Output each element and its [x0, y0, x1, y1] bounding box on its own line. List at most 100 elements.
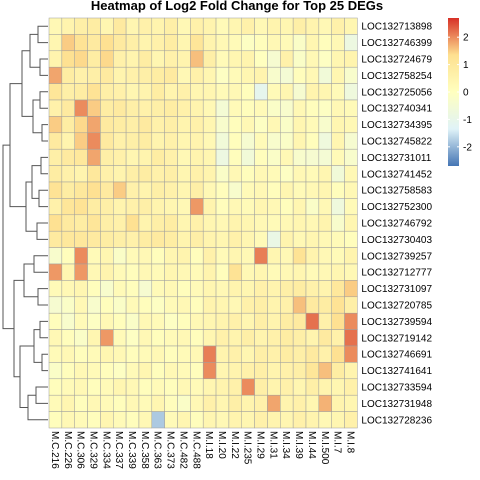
- heatmap-cell: [280, 312, 294, 330]
- heatmap-cell: [48, 378, 63, 396]
- heatmap-cell: [177, 312, 191, 330]
- heatmap-cell: [305, 247, 320, 265]
- row-label: LOC132746691: [361, 350, 432, 361]
- heatmap-cell: [254, 198, 268, 216]
- heatmap-cell: [190, 83, 204, 101]
- heatmap-cell: [177, 263, 191, 281]
- dendrogram-branch: [38, 189, 48, 208]
- heatmap-cell: [61, 280, 75, 298]
- heatmap-cell: [125, 34, 140, 52]
- heatmap-cell: [344, 198, 358, 216]
- heatmap-cell: [228, 116, 242, 134]
- heatmap-cell: [113, 132, 127, 150]
- color-legend: 2 1 0 -1 -2: [448, 18, 472, 166]
- column-label: M.I.44: [306, 431, 317, 459]
- heatmap-cell: [74, 329, 88, 347]
- heatmap-cell: [292, 148, 307, 166]
- heatmap-cell: [48, 34, 63, 52]
- column-label: M.I.7: [332, 431, 343, 454]
- heatmap-cell: [202, 411, 217, 429]
- heatmap-cell: [344, 329, 358, 347]
- heatmap-cell: [74, 132, 88, 150]
- heatmap-cell: [254, 34, 268, 52]
- heatmap-cell: [292, 345, 307, 363]
- row-label: LOC132739594: [361, 317, 432, 328]
- heatmap-cell: [331, 312, 345, 330]
- heatmap-cell: [190, 181, 204, 199]
- heatmap-cell: [318, 263, 332, 281]
- column-label: M.C.358: [139, 431, 150, 469]
- row-label: LOC132734395: [361, 120, 432, 131]
- heatmap-cell: [190, 329, 204, 347]
- heatmap-cell: [48, 329, 63, 347]
- heatmap-cell: [177, 296, 191, 314]
- heatmap-cell: [125, 99, 140, 117]
- heatmap-cell: [113, 230, 127, 248]
- heatmap-cell: [74, 214, 88, 232]
- heatmap-cell: [318, 181, 332, 199]
- heatmap-cell: [344, 280, 358, 298]
- heatmap-cell: [48, 83, 63, 101]
- heatmap-cell: [344, 99, 358, 117]
- heatmap-cell: [280, 362, 294, 380]
- heatmap-cell: [202, 345, 217, 363]
- heatmap-cell: [228, 263, 242, 281]
- heatmap-cell: [305, 17, 320, 35]
- heatmap-cell: [48, 99, 63, 117]
- heatmap-cell: [215, 394, 230, 412]
- heatmap-cell: [241, 214, 255, 232]
- heatmap-cell: [331, 181, 345, 199]
- heatmap-cell: [190, 378, 204, 396]
- heatmap-cell: [344, 263, 358, 281]
- heatmap-cell: [87, 345, 101, 363]
- heatmap-cell: [241, 312, 255, 330]
- heatmap-cell: [125, 83, 140, 101]
- heatmap-cell: [48, 411, 63, 429]
- heatmap-cell: [254, 230, 268, 248]
- heatmap-cell: [177, 280, 191, 298]
- heatmap-cell: [254, 83, 268, 101]
- heatmap-cell: [331, 329, 345, 347]
- heatmap-cell: [138, 329, 153, 347]
- heatmap-cell: [280, 132, 294, 150]
- heatmap-cell: [125, 362, 140, 380]
- heatmap-cell: [280, 83, 294, 101]
- heatmap-cell: [228, 329, 242, 347]
- heatmap-cell: [61, 329, 75, 347]
- heatmap-cell: [241, 394, 255, 412]
- heatmap-cell: [190, 132, 204, 150]
- heatmap-cell: [344, 230, 358, 248]
- heatmap-cell: [125, 116, 140, 134]
- heatmap-cell: [87, 214, 101, 232]
- heatmap-cell: [241, 263, 255, 281]
- heatmap-cell: [138, 50, 153, 68]
- heatmap-cell: [228, 132, 242, 150]
- heatmap-cell: [215, 148, 230, 166]
- heatmap-cell: [228, 394, 242, 412]
- heatmap-cell: [215, 66, 230, 84]
- heatmap-cell: [138, 83, 153, 101]
- heatmap-cell: [61, 214, 75, 232]
- column-label: M.C.226: [62, 431, 73, 469]
- heatmap-cell: [292, 116, 307, 134]
- heatmap-cell: [61, 99, 75, 117]
- column-label: M.C.216: [49, 431, 60, 469]
- heatmap-cell: [215, 214, 230, 232]
- heatmap-cell: [100, 263, 114, 281]
- heatmap-cells: [48, 17, 358, 429]
- legend-tick-label: 0: [463, 88, 469, 99]
- heatmap-cell: [202, 116, 217, 134]
- heatmap-cell: [48, 312, 63, 330]
- heatmap-cell: [151, 83, 165, 101]
- row-label: LOC132719142: [361, 333, 432, 344]
- heatmap-cell: [138, 345, 153, 363]
- heatmap-cell: [177, 329, 191, 347]
- heatmap-cell: [125, 280, 140, 298]
- heatmap-cell: [202, 329, 217, 347]
- heatmap-cell: [125, 214, 140, 232]
- dendrogram-branch: [36, 222, 48, 240]
- heatmap-cell: [344, 148, 358, 166]
- heatmap-cell: [215, 17, 230, 35]
- row-label: LOC132730403: [361, 235, 432, 246]
- row-label: LOC132731948: [361, 399, 432, 410]
